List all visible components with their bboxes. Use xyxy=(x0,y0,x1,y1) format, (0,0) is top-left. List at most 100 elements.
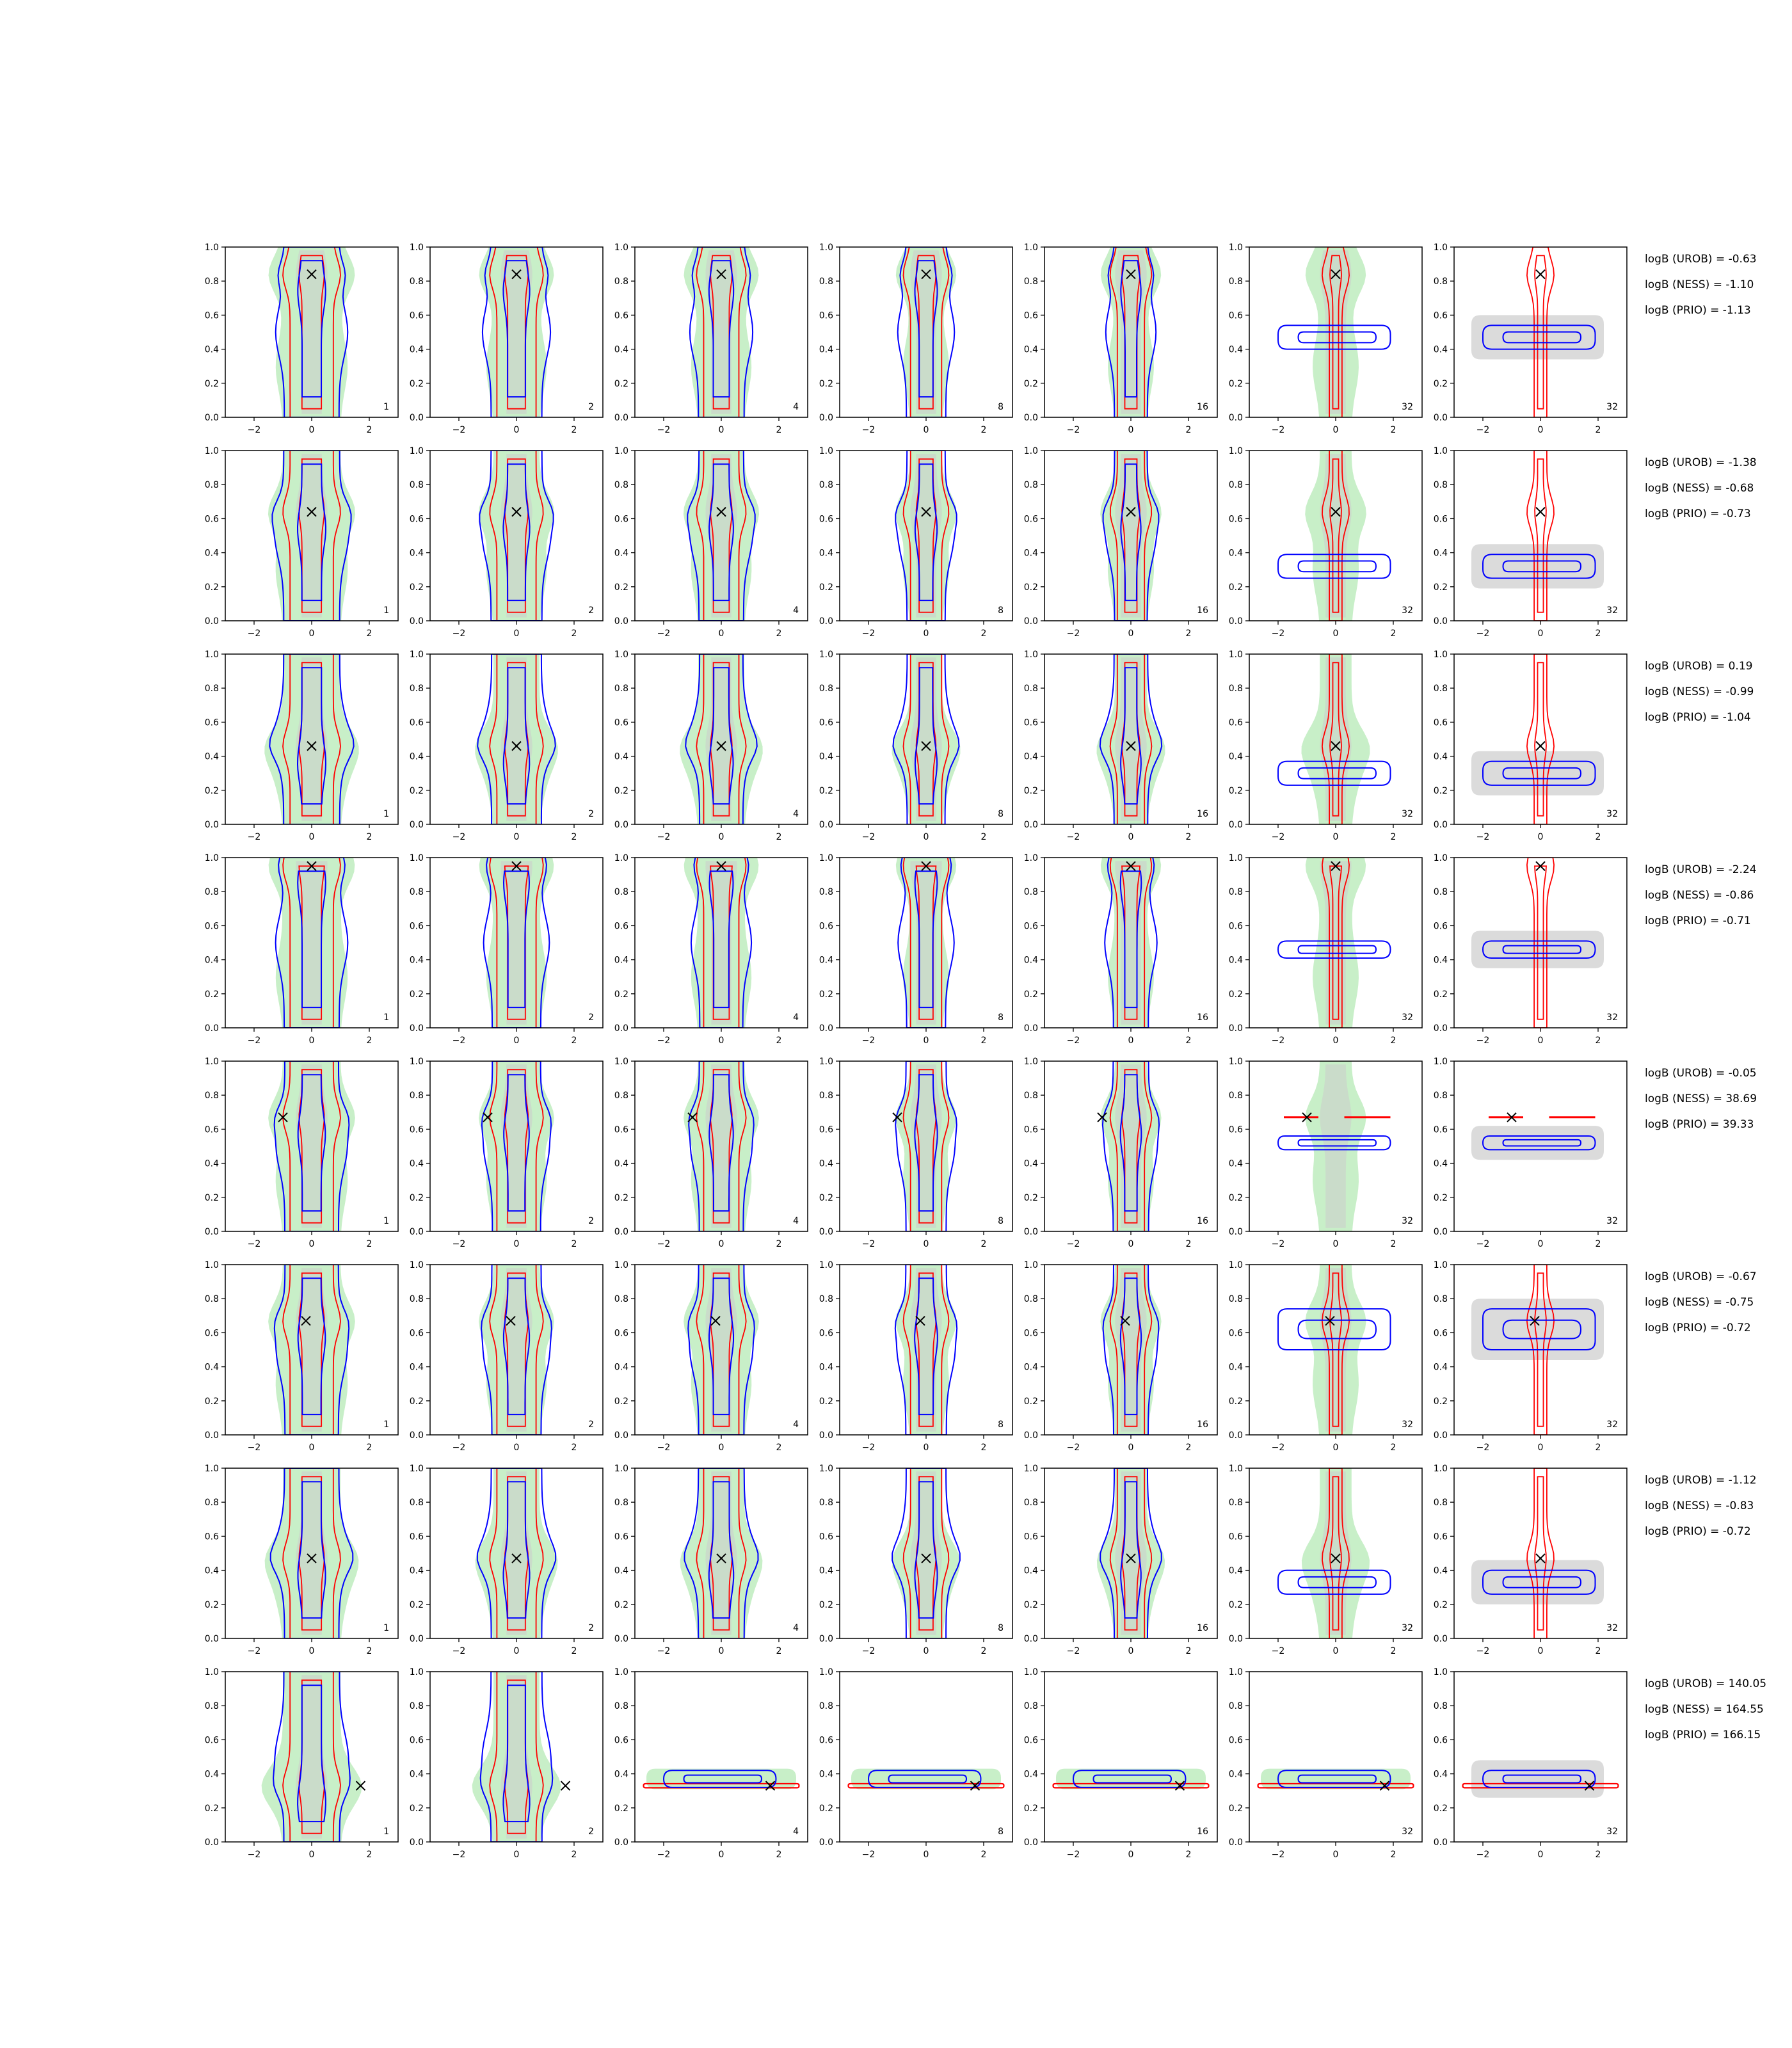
y-tick-label: 0.8 xyxy=(205,1294,219,1304)
blue-contour-inner xyxy=(708,667,734,805)
x-tick-label: 2 xyxy=(367,1850,372,1860)
red-contour-outer xyxy=(489,1061,544,1231)
y-tick-label: 0.2 xyxy=(819,1396,833,1407)
panel-label: 32 xyxy=(1402,1216,1413,1226)
x-tick-label: 2 xyxy=(1391,425,1396,435)
panel-r8-c6: 0.0 0.2 0.4 0.6 0.8 1.0 −2 0 2 32 xyxy=(1229,1667,1423,1860)
panel-label: 2 xyxy=(588,1420,594,1430)
y-tick-label: 0.0 xyxy=(205,616,219,627)
y-tick-label: 0.8 xyxy=(1024,684,1038,694)
blue-contour-inner xyxy=(1119,870,1142,1009)
red-contour-outer xyxy=(1526,247,1555,417)
x-tick-label: 2 xyxy=(1391,1239,1396,1249)
logB-annotation: logB (UROB) = -0.05 xyxy=(1645,1067,1757,1080)
y-tick-label: 1.0 xyxy=(1434,853,1448,863)
blue-contour-outer xyxy=(273,1265,350,1435)
gray-density-fill xyxy=(1471,1299,1604,1360)
y-tick-label: 0.8 xyxy=(205,1701,219,1711)
x-tick-label: −2 xyxy=(248,1646,261,1656)
x-tick-label: −2 xyxy=(1067,425,1080,435)
blue-contour-outer xyxy=(892,654,960,824)
x-tick-label: −2 xyxy=(248,832,261,842)
y-tick-label: 0.8 xyxy=(1434,684,1448,694)
y-tick-label: 0.4 xyxy=(1434,1159,1448,1169)
x-tick-label: 2 xyxy=(1391,1646,1396,1656)
true-value-marker xyxy=(307,269,317,280)
y-tick-label: 0.2 xyxy=(410,379,424,389)
y-tick-label: 0.4 xyxy=(614,1770,628,1780)
blue-contour-inner xyxy=(708,1074,734,1212)
x-tick-label: 0 xyxy=(719,832,724,842)
true-value-marker xyxy=(970,1780,980,1791)
x-tick-label: −2 xyxy=(1067,1239,1080,1249)
y-tick-label: 0.0 xyxy=(819,820,833,830)
red-contour-inner xyxy=(504,1476,529,1631)
x-tick-label: 2 xyxy=(1596,628,1601,639)
blue-contour-outer xyxy=(892,1468,961,1638)
blue-contour-inner xyxy=(914,1074,938,1212)
blue-contour-outer xyxy=(1101,1061,1160,1231)
y-tick-label: 0.4 xyxy=(614,1363,628,1373)
panel-r3-c4: 0.0 0.2 0.4 0.6 0.8 1.0 −2 0 2 8 xyxy=(819,650,1013,842)
panel-label: 32 xyxy=(1402,1623,1413,1633)
red-contour-inner xyxy=(915,662,937,817)
x-tick-label: −2 xyxy=(1272,1646,1285,1656)
y-tick-label: 0.4 xyxy=(410,548,424,559)
blue-contour-inner xyxy=(1119,1277,1142,1416)
blue-contour-outer xyxy=(684,1468,759,1638)
y-tick-label: 0.6 xyxy=(205,310,219,321)
y-tick-label: 0.2 xyxy=(1229,989,1243,1000)
y-tick-label: 0.8 xyxy=(1024,1091,1038,1101)
y-tick-label: 1.0 xyxy=(614,1667,628,1677)
y-tick-label: 0.6 xyxy=(410,514,424,524)
blue-contour-outer xyxy=(897,247,956,417)
true-value-marker xyxy=(506,1316,516,1326)
panel-label: 32 xyxy=(1606,809,1618,819)
x-tick-label: −2 xyxy=(452,1850,466,1860)
panel-label: 32 xyxy=(1402,402,1413,412)
blue-contour-outer xyxy=(1482,1135,1596,1151)
red-contour-outer xyxy=(489,1265,544,1435)
y-tick-label: 0.8 xyxy=(614,1498,628,1508)
y-tick-label: 0.6 xyxy=(1024,310,1038,321)
y-tick-label: 0.6 xyxy=(410,921,424,931)
y-tick-label: 1.0 xyxy=(614,1057,628,1067)
y-tick-label: 0.6 xyxy=(410,1124,424,1135)
y-tick-label: 0.0 xyxy=(1024,1227,1038,1237)
y-tick-label: 0.8 xyxy=(819,276,833,287)
x-tick-label: 2 xyxy=(1186,1443,1192,1453)
x-tick-label: 0 xyxy=(924,1443,929,1453)
blue-contour-outer xyxy=(481,1061,552,1231)
y-tick-label: 0.4 xyxy=(1229,548,1243,559)
y-tick-label: 0.4 xyxy=(1229,345,1243,355)
x-tick-label: −2 xyxy=(657,1850,671,1860)
blue-contour-inner xyxy=(502,1277,531,1416)
y-tick-label: 1.0 xyxy=(205,1057,219,1067)
y-tick-label: 0.6 xyxy=(410,717,424,728)
y-tick-label: 1.0 xyxy=(1229,853,1243,863)
y-tick-label: 0.0 xyxy=(614,1837,628,1848)
y-tick-label: 0.2 xyxy=(205,582,219,593)
panel-label: 32 xyxy=(1402,1420,1413,1430)
red-contour-outer xyxy=(696,247,747,417)
x-tick-label: 0 xyxy=(1538,1443,1544,1453)
x-tick-label: −2 xyxy=(1067,1036,1080,1046)
red-contour-outer xyxy=(1321,1265,1350,1435)
blue-contour-inner xyxy=(297,1481,326,1619)
y-tick-label: 0.0 xyxy=(1229,1430,1243,1441)
gray-density-fill xyxy=(500,1675,532,1839)
panel-r7-c6: 0.0 0.2 0.4 0.6 0.8 1.0 −2 0 2 32 xyxy=(1229,1464,1423,1656)
blue-contour-outer xyxy=(1100,1468,1162,1638)
panel-r3-c3: 0.0 0.2 0.4 0.6 0.8 1.0 −2 0 2 4 xyxy=(614,650,808,842)
true-value-marker xyxy=(511,740,522,751)
blue-contour-inner xyxy=(708,463,734,602)
blue-contour-inner xyxy=(708,870,734,1009)
y-tick-label: 0.8 xyxy=(410,1294,424,1304)
true-value-marker xyxy=(1584,1780,1595,1791)
y-tick-label: 0.2 xyxy=(1024,1396,1038,1407)
y-tick-label: 0.6 xyxy=(1024,1735,1038,1745)
y-tick-label: 0.0 xyxy=(819,1634,833,1644)
y-tick-label: 0.2 xyxy=(614,1804,628,1814)
true-value-marker xyxy=(1331,740,1341,751)
